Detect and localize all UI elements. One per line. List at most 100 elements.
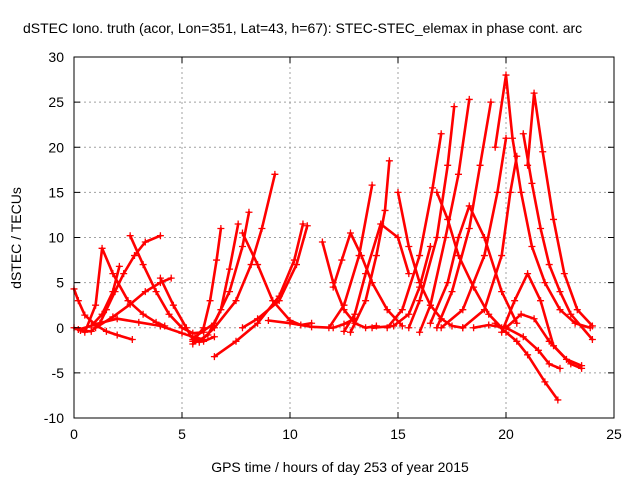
data-point-plus-marker [226, 265, 234, 273]
data-point-plus-marker [213, 256, 221, 264]
data-point-plus-marker [128, 335, 136, 343]
data-point-plus-marker [269, 297, 277, 305]
series-line [128, 234, 205, 335]
data-point-plus-marker [550, 215, 558, 223]
data-point-plus-marker [156, 232, 164, 240]
data-series [346, 157, 393, 336]
data-point-plus-marker [511, 297, 519, 305]
data-point-plus-marker [465, 224, 473, 232]
data-point-plus-marker [318, 238, 326, 246]
data-point-plus-marker [226, 288, 234, 296]
data-point-plus-marker [362, 297, 370, 305]
data-point-plus-marker [340, 327, 348, 335]
data-point-plus-marker [115, 262, 123, 270]
data-point-plus-marker [519, 333, 527, 341]
data-point-plus-marker [130, 252, 138, 260]
y-tick-label: 10 [48, 230, 64, 246]
data-point-plus-marker [550, 342, 558, 350]
data-point-plus-marker [232, 297, 240, 305]
data-point-plus-marker [113, 331, 121, 339]
data-point-plus-marker [519, 130, 527, 138]
data-point-plus-marker [325, 324, 333, 332]
data-point-plus-marker [303, 222, 311, 230]
data-point-plus-marker [426, 319, 434, 327]
data-point-plus-marker [102, 327, 110, 335]
y-axis-label: dSTEC / TECUs [8, 187, 24, 289]
data-point-plus-marker [135, 318, 143, 326]
data-point-plus-marker [513, 319, 521, 327]
data-point-plus-marker [368, 324, 376, 332]
data-point-plus-marker [573, 306, 581, 314]
data-point-plus-marker [528, 243, 536, 251]
data-point-plus-marker [426, 301, 434, 309]
data-point-plus-marker [491, 143, 499, 151]
data-point-plus-marker [234, 220, 242, 228]
data-point-plus-marker [470, 324, 478, 332]
data-point-plus-marker [113, 315, 121, 323]
data-point-plus-marker [454, 252, 462, 260]
series-line [435, 191, 503, 330]
data-point-plus-marker [508, 134, 516, 142]
data-point-plus-marker [416, 252, 424, 260]
data-series [189, 224, 225, 345]
data-series [156, 274, 218, 345]
series-line [472, 323, 562, 370]
data-point-plus-marker [405, 270, 413, 278]
data-point-plus-marker [98, 310, 106, 318]
data-point-plus-marker [524, 351, 532, 359]
data-point-plus-marker [528, 179, 536, 187]
data-point-plus-marker [126, 300, 134, 308]
data-point-plus-marker [120, 270, 128, 278]
data-point-plus-marker [346, 229, 354, 237]
data-series [416, 95, 473, 336]
data-point-plus-marker [381, 206, 389, 214]
data-point-plus-marker [156, 322, 164, 330]
data-point-plus-marker [539, 148, 547, 156]
y-tick-label: 20 [48, 139, 64, 155]
data-point-plus-marker [502, 71, 510, 79]
data-point-plus-marker [92, 301, 100, 309]
data-point-plus-marker [264, 317, 272, 325]
series-line [327, 183, 374, 330]
x-tick-label: 20 [498, 426, 514, 442]
data-series [383, 130, 445, 332]
data-series [459, 152, 521, 332]
data-point-plus-marker [560, 270, 568, 278]
data-point-plus-marker [346, 328, 354, 336]
data-series [498, 270, 586, 372]
data-point-plus-marker [444, 215, 452, 223]
data-series [437, 134, 510, 332]
data-point-plus-marker [480, 306, 488, 314]
data-point-plus-marker [124, 297, 132, 305]
series-line [159, 276, 216, 343]
data-point-plus-marker [437, 130, 445, 138]
data-point-plus-marker [567, 310, 575, 318]
data-point-plus-marker [81, 311, 89, 319]
series-line [493, 321, 560, 402]
data-point-plus-marker [372, 252, 380, 260]
data-series [329, 229, 406, 330]
data-point-plus-marker [541, 378, 549, 386]
data-point-plus-marker [275, 297, 283, 305]
series-line [198, 173, 277, 344]
series-line [83, 247, 166, 334]
data-point-plus-marker [524, 270, 532, 278]
data-point-plus-marker [383, 324, 391, 332]
data-point-plus-marker [545, 360, 553, 368]
data-point-plus-marker [92, 320, 100, 328]
data-point-plus-marker [355, 252, 363, 260]
data-series [325, 181, 376, 332]
data-point-plus-marker [286, 319, 294, 327]
data-point-plus-marker [480, 234, 488, 241]
data-point-plus-marker [109, 288, 117, 296]
data-point-plus-marker [459, 306, 467, 314]
data-point-plus-marker [139, 261, 147, 269]
data-point-plus-marker [167, 274, 175, 282]
data-point-plus-marker [465, 202, 473, 210]
data-point-plus-marker [139, 310, 147, 318]
chart-title: dSTEC Iono. truth (acor, Lon=351, Lat=43… [23, 20, 582, 36]
data-point-plus-marker [195, 338, 203, 346]
data-point-plus-marker [487, 98, 495, 106]
data-series [126, 232, 208, 337]
data-series [519, 130, 596, 343]
